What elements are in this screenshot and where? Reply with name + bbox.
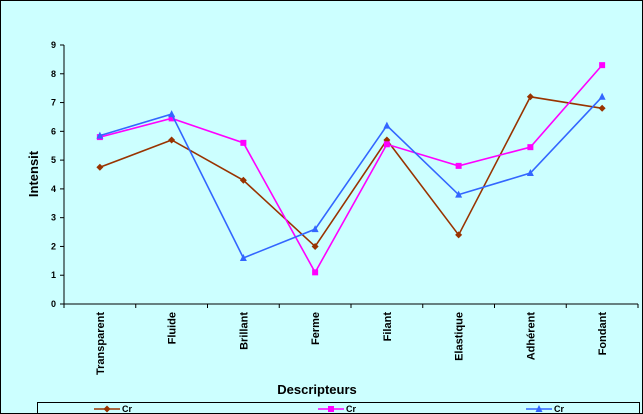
legend-item: Cr bbox=[94, 403, 133, 414]
x-tick-label: Elastique bbox=[454, 312, 466, 361]
y-tick-label: 0 bbox=[51, 299, 56, 309]
data-point bbox=[96, 131, 104, 139]
x-tick-label: Brillant bbox=[238, 312, 250, 350]
data-point bbox=[328, 406, 334, 412]
data-point bbox=[311, 225, 319, 233]
data-point bbox=[311, 242, 319, 250]
x-tick-label: Adhérent bbox=[525, 312, 537, 361]
legend-item: Cr bbox=[526, 403, 565, 414]
series-3 bbox=[96, 92, 606, 261]
y-tick-label: 4 bbox=[51, 184, 56, 194]
data-point bbox=[383, 141, 390, 148]
y-tick-label: 7 bbox=[51, 98, 56, 108]
series-line bbox=[99, 95, 603, 248]
data-point bbox=[526, 169, 534, 177]
data-point bbox=[240, 139, 247, 146]
legend-item: Cr bbox=[318, 403, 357, 414]
data-point bbox=[96, 163, 104, 171]
series-line bbox=[99, 64, 603, 274]
y-tick-label: 2 bbox=[51, 241, 56, 251]
data-point bbox=[599, 62, 606, 69]
x-tick-label: Filant bbox=[382, 312, 394, 342]
series-2 bbox=[96, 62, 606, 276]
data-point bbox=[526, 93, 534, 101]
y-tick-label: 5 bbox=[51, 155, 56, 165]
data-point bbox=[168, 110, 176, 118]
chart-legend: Cr Cr Cr bbox=[37, 402, 640, 414]
data-point bbox=[455, 231, 463, 239]
x-tick-label: Fluide bbox=[167, 312, 179, 344]
data-point bbox=[312, 269, 319, 276]
legend-swatch bbox=[318, 406, 344, 412]
legend-swatch bbox=[526, 405, 552, 412]
data-point bbox=[455, 162, 462, 169]
legend-label: Cr bbox=[554, 404, 565, 414]
data-point bbox=[103, 405, 111, 413]
y-tick-label: 9 bbox=[51, 40, 56, 50]
data-point bbox=[383, 121, 391, 129]
data-point bbox=[535, 405, 543, 412]
x-tick-label: Ferme bbox=[310, 312, 322, 345]
y-tick-label: 8 bbox=[51, 69, 56, 79]
legend-label: Cr bbox=[122, 404, 133, 414]
y-tick-label: 3 bbox=[51, 213, 56, 223]
x-tick-label: Fondant bbox=[597, 312, 609, 356]
data-point bbox=[239, 176, 247, 184]
legend-label: Cr bbox=[346, 404, 357, 414]
data-point bbox=[598, 92, 606, 100]
y-axis-title: Intensit bbox=[26, 150, 41, 197]
data-point bbox=[168, 115, 175, 122]
x-tick-label: Transparent bbox=[95, 312, 107, 375]
series-line bbox=[99, 96, 603, 259]
y-tick-label: 1 bbox=[51, 270, 56, 280]
data-point bbox=[527, 144, 534, 151]
data-point bbox=[168, 136, 176, 144]
data-point bbox=[455, 190, 463, 198]
x-axis-title: Descripteurs bbox=[277, 382, 356, 397]
data-point bbox=[598, 104, 606, 112]
data-point bbox=[239, 253, 247, 261]
y-tick-label: 6 bbox=[51, 126, 56, 136]
legend-swatch bbox=[94, 405, 120, 413]
